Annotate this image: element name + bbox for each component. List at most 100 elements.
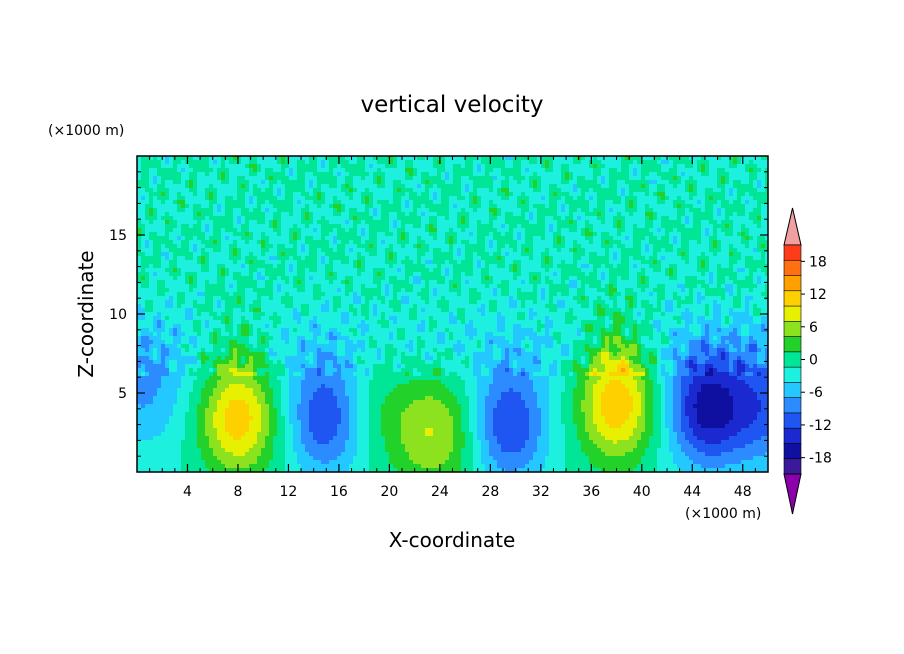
heatmap-cell [521,216,526,221]
heatmap-cell [729,216,734,221]
heatmap-cell [229,192,234,197]
heatmap-cell [713,252,718,257]
heatmap-cell [737,272,742,277]
heatmap-cell [649,208,654,213]
heatmap-cell [729,196,734,201]
heatmap-cell [161,172,166,177]
heatmap-cell [665,228,670,233]
heatmap-cell [241,176,246,181]
heatmap-cell [713,264,718,269]
heatmap-cell [693,244,698,249]
heatmap-cell [233,236,238,241]
heatmap-cell [705,184,710,189]
heatmap-cell [601,196,606,201]
heatmap-cell [653,184,658,189]
heatmap-cell [665,208,670,213]
heatmap-cell [625,204,630,209]
heatmap-cell [381,180,386,185]
heatmap-cell [753,184,758,189]
heatmap-cell [209,168,214,173]
heatmap-cell [553,168,558,173]
heatmap-cell [257,232,262,237]
heatmap-cell [725,204,730,209]
heatmap-cell [289,236,294,241]
heatmap-cell [337,224,342,229]
heatmap-cell [477,208,482,213]
heatmap-cell [273,260,278,265]
heatmap-cell [477,276,482,281]
heatmap-cell [693,184,698,189]
heatmap-cell [265,180,270,185]
heatmap-cell [505,172,510,177]
heatmap-cell [225,248,230,253]
heatmap-cell [733,208,738,213]
heatmap-cell [693,160,698,165]
heatmap-cell [221,196,226,201]
heatmap-cell [225,188,230,193]
heatmap-cell [661,196,666,201]
heatmap-cell [649,272,654,277]
heatmap-cell [241,200,246,205]
heatmap-cell [457,260,462,265]
heatmap-cell [565,204,570,209]
heatmap-cell [309,200,314,205]
heatmap-cell [709,184,714,189]
heatmap-cell [593,244,598,249]
heatmap-cell [633,216,638,221]
heatmap-cell [337,244,342,249]
heatmap-cell [425,280,430,285]
heatmap-cell [197,236,202,241]
heatmap-cell [473,220,478,225]
heatmap-cell [197,156,202,161]
heatmap-cell [741,224,746,229]
heatmap-cell [505,264,510,269]
heatmap-cell [525,200,530,205]
heatmap-cell [525,180,530,185]
heatmap-cell [513,184,518,189]
heatmap-cell [557,216,562,221]
heatmap-cell [257,192,262,197]
heatmap-cell [221,184,226,189]
heatmap-cell [201,208,206,213]
heatmap-cell [481,184,486,189]
heatmap-cell [233,200,238,205]
heatmap-cell [229,204,234,209]
heatmap-cell [217,172,222,177]
heatmap-cell [157,180,162,185]
heatmap-cell [393,180,398,185]
heatmap-cell [473,240,478,245]
heatmap-cell [577,160,582,165]
heatmap-cell [701,200,706,205]
heatmap-cell [461,244,466,249]
heatmap-cell [329,276,334,281]
heatmap-cell [697,248,702,253]
heatmap-cell [385,196,390,201]
heatmap-cell [553,160,558,165]
heatmap-cell [721,232,726,237]
heatmap-cell [433,184,438,189]
heatmap-cell [461,252,466,257]
heatmap-cell [453,200,458,205]
heatmap-cell [393,204,398,209]
heatmap-cell [565,248,570,253]
heatmap-cell [177,168,182,173]
heatmap-cell [597,172,602,177]
heatmap-cell [405,268,410,273]
heatmap-cell [625,212,630,217]
heatmap-cell [169,196,174,201]
heatmap-cell [501,220,506,225]
heatmap-cell [513,208,518,213]
heatmap-cell [193,192,198,197]
heatmap-cell [637,252,642,257]
heatmap-cell [569,204,574,209]
heatmap-cell [525,192,530,197]
heatmap-cell [469,252,474,257]
heatmap-cell [593,172,598,177]
heatmap-cell [693,168,698,173]
heatmap-cell [669,156,674,161]
heatmap-cell [153,172,158,177]
heatmap-cell [389,208,394,213]
heatmap-cell [341,240,346,245]
heatmap-cell [321,268,326,273]
heatmap-cell [309,208,314,213]
